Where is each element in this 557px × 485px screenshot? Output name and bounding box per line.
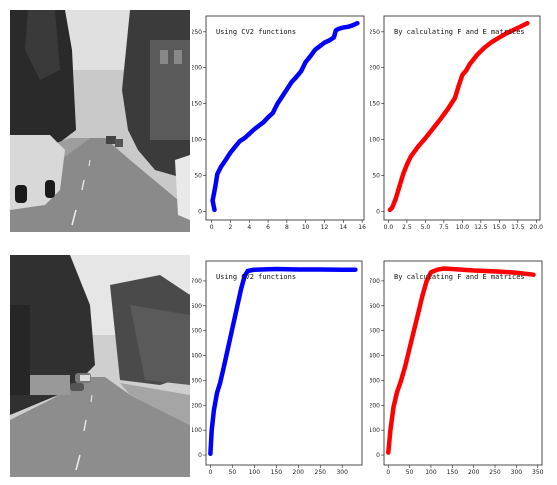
y-tick-label: 500 [370,328,380,335]
x-tick-label: 6 [266,224,270,231]
y-tick-label: 100 [192,137,202,144]
y-tick-label: 600 [192,303,202,310]
y-tick-label: 100 [370,137,380,144]
x-tick-label: 50 [229,469,237,476]
trajectory-line [386,266,536,455]
y-tick-label: 250 [192,29,202,36]
street-scene-top [10,10,190,232]
y-tick-label: 500 [192,328,202,335]
y-tick-label: 150 [370,101,380,108]
x-tick-label: 0 [208,469,212,476]
chart-panel-0: 0 2 4 6 8 10 12 14 16 0 50 100 150 200 250 Using CV2 fu… [192,10,372,232]
y-tick-label: 400 [370,353,380,360]
y-tick-label: 200 [370,65,380,72]
x-tick-label: 100 [249,469,261,476]
x-tick-label: 12.5 [474,224,488,231]
x-tick-label: 50 [406,469,414,476]
x-tick-label: 8 [285,224,289,231]
x-tick-label: 300 [336,469,348,476]
y-tick-label: 0 [198,452,202,459]
trajectory-line [387,20,530,213]
axes-frame [383,260,543,466]
x-tick-label: 2.5 [402,224,412,231]
y-tick-label: 50 [194,172,202,179]
y-tick-label: 250 [370,29,380,36]
street-scene-bottom [10,255,190,477]
x-tick-label: 7.5 [439,224,449,231]
x-tick-label: 150 [447,469,459,476]
chart-title: Using CV2 functions [216,273,296,281]
x-tick-label: 250 [489,469,501,476]
y-tick-label: 100 [192,427,202,434]
chart-0: 0 2 4 6 8 10 12 14 16 0 50 100 150 200 250 Using CV2 fu… [192,15,366,231]
x-tick-label: 0 [386,469,390,476]
y-tick-label: 50 [372,172,380,179]
trajectory-line [210,20,360,213]
x-tick-label: 350 [532,469,544,476]
x-tick-label: 16 [358,224,366,231]
y-tick-label: 200 [192,65,202,72]
x-tick-label: 17.5 [511,224,525,231]
y-tick-label: 100 [370,427,380,434]
y-tick-label: 200 [192,402,202,409]
chart-panel-3: 0 50 100 150 200 250 300 350 0 100 200 300 400 500 600… [370,255,550,477]
y-tick-label: 0 [376,208,380,215]
trajectory-line [208,266,358,457]
axes-frame [205,15,365,221]
x-tick-label: 250 [315,469,327,476]
chart-title: By calculating F and E matrices [394,273,525,281]
x-tick-label: 5.0 [421,224,431,231]
x-tick-label: 150 [271,469,283,476]
y-tick-label: 0 [376,452,380,459]
y-tick-label: 200 [370,402,380,409]
street-scene-top-drawing [10,10,190,232]
x-tick-label: 300 [511,469,523,476]
chart-panel-2: 0 50 100 150 200 250 300 0 100 200 300 400 500 600 700… [192,255,372,477]
y-tick-label: 150 [192,101,202,108]
chart-title: By calculating F and E matrices [394,28,525,36]
y-tick-label: 300 [370,377,380,384]
chart-1: 0.0 2.5 5.0 7.5 10.0 12.5 15.0 17.5 20.0 0 50 100 15… [370,15,544,231]
x-tick-label: 15.0 [493,224,507,231]
x-tick-label: 10 [302,224,310,231]
chart-title: Using CV2 functions [216,28,296,36]
chart-3: 0 50 100 150 200 250 300 350 0 100 200 300 400 500 600… [370,260,544,476]
x-tick-label: 12 [321,224,329,231]
x-tick-label: 2 [229,224,233,231]
axes-frame [383,15,541,221]
y-tick-label: 300 [192,377,202,384]
axes-frame [205,260,363,466]
x-tick-label: 0 [210,224,214,231]
y-tick-label: 0 [198,208,202,215]
x-tick-label: 4 [247,224,251,231]
x-tick-label: 10.0 [456,224,470,231]
y-tick-label: 600 [370,303,380,310]
chart-panel-1: 0.0 2.5 5.0 7.5 10.0 12.5 15.0 17.5 20.0 0 50 100 15… [370,10,550,232]
x-tick-label: 100 [425,469,437,476]
y-tick-label: 400 [192,353,202,360]
x-tick-label: 14 [339,224,347,231]
street-scene-bottom-drawing [10,255,190,477]
x-tick-label: 20.0 [530,224,544,231]
y-tick-label: 700 [192,278,202,285]
x-tick-label: 0.0 [384,224,394,231]
x-tick-label: 200 [293,469,305,476]
x-tick-label: 200 [468,469,480,476]
y-tick-label: 700 [370,278,380,285]
chart-2: 0 50 100 150 200 250 300 0 100 200 300 400 500 600 700… [192,260,363,476]
